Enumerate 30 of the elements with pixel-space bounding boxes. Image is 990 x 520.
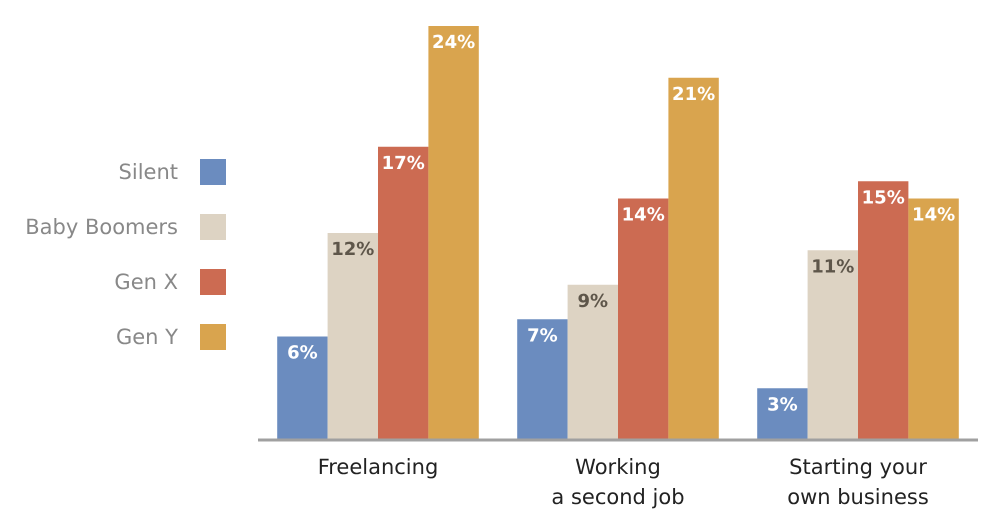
bar: [517, 319, 568, 440]
bar: [808, 250, 858, 440]
data-label: 14%: [912, 204, 956, 226]
data-label: 7%: [527, 325, 558, 346]
bar: [908, 198, 959, 440]
bar: [378, 146, 428, 440]
bar: [858, 181, 908, 440]
bar: [428, 26, 479, 440]
legend-label: Silent: [118, 160, 178, 184]
data-label: 12%: [331, 239, 374, 260]
bar: [277, 336, 328, 440]
data-label: 6%: [287, 342, 318, 364]
data-label: 15%: [862, 187, 905, 208]
bar: [668, 78, 719, 440]
x-tick-label: Working a second job: [551, 455, 685, 509]
x-tick-label: Starting your own business: [787, 455, 929, 509]
legend-label: Baby Boomers: [25, 215, 178, 239]
data-label: 14%: [622, 204, 665, 226]
x-tick-label: Freelancing: [318, 455, 438, 479]
bar: [618, 198, 668, 440]
data-label: 21%: [672, 84, 716, 105]
bar: [568, 284, 618, 440]
legend-label: Gen Y: [116, 325, 178, 349]
data-label: 24%: [432, 32, 476, 53]
data-label: 11%: [811, 256, 854, 278]
legend-label: Gen X: [114, 270, 178, 294]
data-label: 3%: [767, 394, 798, 416]
bar: [328, 233, 378, 440]
data-label: 17%: [382, 152, 425, 174]
data-label: 9%: [578, 290, 608, 312]
